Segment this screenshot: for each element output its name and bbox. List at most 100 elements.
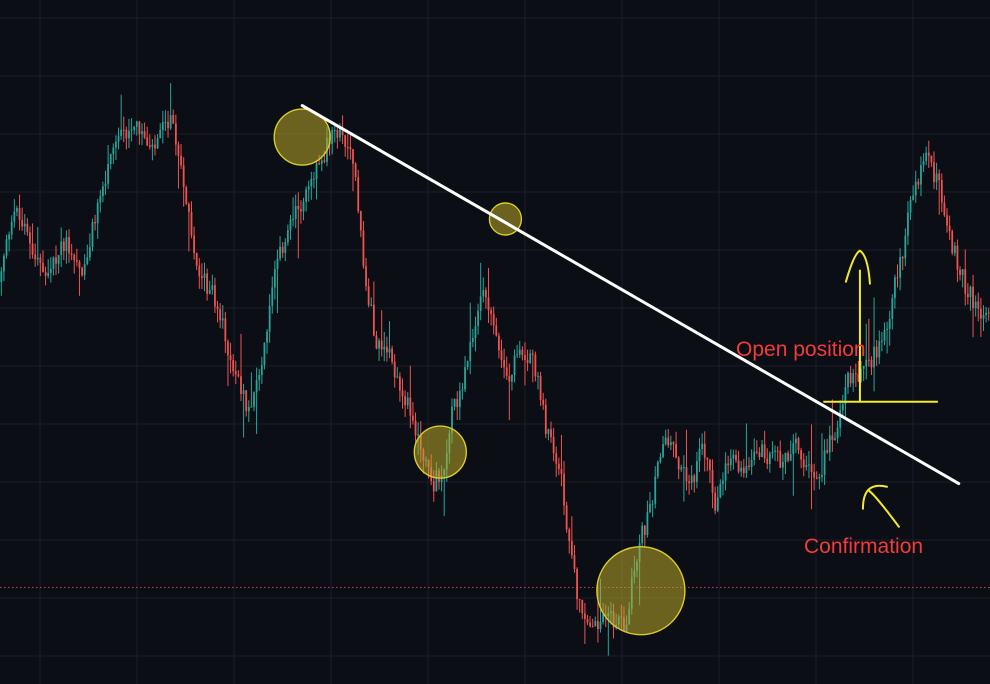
- candle-body: [359, 211, 362, 231]
- candle-body: [167, 121, 169, 129]
- candle-body: [346, 146, 349, 148]
- candle-body: [354, 163, 357, 178]
- candle-body: [435, 470, 438, 492]
- candle-body: [706, 457, 709, 460]
- candle-body: [237, 374, 240, 377]
- candle-body: [336, 130, 339, 138]
- candle-body: [187, 203, 190, 213]
- candle-body: [352, 149, 354, 164]
- candle-body: [810, 464, 813, 473]
- candle-body: [18, 208, 21, 220]
- candle-body: [469, 342, 472, 362]
- candle-body: [94, 222, 96, 224]
- candle-body: [401, 390, 404, 397]
- candle-body: [781, 461, 784, 468]
- candle-body: [201, 276, 203, 278]
- candle-body: [78, 261, 81, 269]
- candle-body: [227, 341, 229, 356]
- candle-body: [888, 318, 891, 329]
- candle-body: [21, 219, 24, 227]
- candle-body: [672, 442, 675, 445]
- candle-body: [907, 212, 909, 236]
- candle-body: [479, 296, 482, 311]
- candle-body: [591, 626, 594, 628]
- candle-body: [979, 308, 982, 319]
- candle-body: [310, 178, 313, 187]
- candle-body: [440, 475, 443, 483]
- candle-body: [696, 461, 698, 482]
- candle-body: [821, 474, 823, 478]
- candle-body: [318, 163, 321, 165]
- candle-body: [742, 467, 745, 474]
- candle-body: [526, 360, 529, 363]
- candle-body: [959, 269, 961, 275]
- candle-body: [985, 312, 987, 315]
- candle-body: [195, 252, 198, 266]
- candle-body: [112, 147, 115, 155]
- hand-drawn-annotations: [823, 249, 938, 528]
- candle-body: [156, 138, 159, 149]
- candle-body: [977, 301, 980, 309]
- candle-body: [886, 328, 888, 331]
- candle-body: [464, 367, 466, 390]
- candle-body: [10, 221, 13, 235]
- candle-body: [107, 163, 110, 184]
- candle-body: [221, 318, 224, 321]
- candle-body: [938, 173, 941, 180]
- candle-body: [500, 350, 503, 361]
- candle-body: [143, 131, 146, 138]
- candle-body: [203, 273, 206, 278]
- candle-body: [185, 187, 188, 204]
- candle-body: [873, 346, 875, 368]
- candle-body: [987, 312, 990, 314]
- candle-body: [808, 464, 810, 466]
- highlight-circles: [273, 108, 686, 636]
- candle-body: [802, 459, 805, 468]
- candle-body: [737, 460, 740, 472]
- candle-body: [331, 130, 334, 145]
- candle-body: [651, 503, 654, 505]
- candle-body: [964, 269, 967, 294]
- candle-body: [682, 467, 685, 469]
- candle-body: [362, 230, 365, 267]
- candle-body: [148, 145, 151, 147]
- candle-body: [388, 348, 391, 353]
- candle-body: [789, 454, 792, 461]
- candle-body: [198, 265, 201, 277]
- candle-body: [727, 463, 730, 466]
- candle-body: [922, 161, 925, 166]
- candle-body: [260, 365, 263, 376]
- candle-body: [854, 373, 857, 375]
- candle-body: [677, 457, 680, 470]
- candle-body: [740, 467, 743, 472]
- candle-body: [503, 360, 506, 368]
- candle-body: [815, 477, 818, 479]
- candle-body: [247, 406, 250, 412]
- candle-body: [570, 541, 573, 556]
- candle-body: [875, 346, 878, 358]
- candle-body: [172, 115, 175, 124]
- candle-body: [268, 305, 271, 332]
- candle-body: [154, 144, 156, 149]
- candle-body: [88, 247, 91, 258]
- candle-body: [206, 273, 209, 294]
- candle-body: [57, 255, 60, 264]
- candle-body: [31, 243, 34, 255]
- candle-body: [307, 186, 310, 190]
- candle-body: [96, 202, 99, 224]
- candle-body: [174, 123, 177, 145]
- candle-body: [305, 189, 308, 202]
- candle-body: [495, 325, 498, 336]
- highlight-circle: [273, 108, 331, 166]
- candle-body: [297, 205, 300, 210]
- candle-body: [761, 444, 763, 458]
- candle-body: [654, 476, 657, 504]
- candle-body: [505, 367, 508, 376]
- candle-body: [271, 287, 274, 306]
- candle-body: [122, 129, 125, 131]
- candle-body: [341, 128, 344, 136]
- candle-body: [417, 434, 420, 436]
- descending-trendline: [300, 104, 961, 486]
- candle-body: [242, 390, 245, 394]
